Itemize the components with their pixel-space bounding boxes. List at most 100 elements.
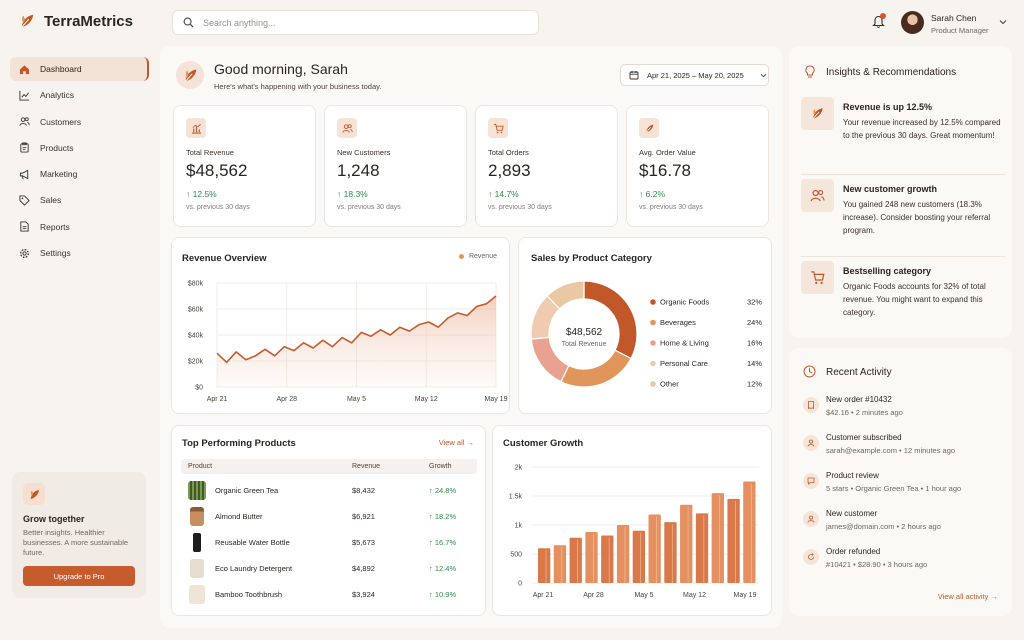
y-tick-label: $80k xyxy=(188,281,204,288)
sidebar-item-label: Products xyxy=(40,142,74,153)
date-range-text: Apr 21, 2025 – May 20, 2025 xyxy=(647,70,744,80)
table-row[interactable]: Eco Laundry Detergent $4,892 ↑ 12.4% xyxy=(181,556,477,582)
legend-value: 16% xyxy=(747,339,762,348)
product-revenue: $5,673 xyxy=(352,538,375,547)
search-icon xyxy=(183,17,194,28)
product-thumbnail xyxy=(188,481,206,500)
kpi-period: vs. previous 30 days xyxy=(186,204,250,211)
leaf-icon xyxy=(18,12,36,30)
kpi-change: ↑ 12.5% xyxy=(186,189,217,199)
x-tick-label: May 5 xyxy=(347,396,366,403)
donut-slice xyxy=(546,280,585,310)
sidebar-item-analytics[interactable]: Analytics xyxy=(10,83,149,107)
product-revenue: $6,921 xyxy=(352,512,375,521)
insight-text: Organic Foods accounts for 32% of total … xyxy=(843,282,986,317)
insight-item[interactable]: New customer growth You gained 248 new c… xyxy=(801,179,1005,257)
y-tick-label: $60k xyxy=(188,307,204,314)
column-header: Product xyxy=(188,463,213,470)
y-tick-label: 2k xyxy=(515,465,523,472)
clock-icon xyxy=(803,365,816,378)
sidebar-item-products[interactable]: Products xyxy=(10,136,149,160)
product-growth: ↑ 18.2% xyxy=(429,512,457,521)
date-range-picker[interactable]: Apr 21, 2025 – May 20, 2025 xyxy=(620,64,769,86)
insight-item[interactable]: Revenue is up 12.5% Your revenue increas… xyxy=(801,97,1005,175)
table-row[interactable]: Organic Green Tea $8,432 ↑ 24.8% xyxy=(181,478,477,504)
insight-item[interactable]: Bestselling category Organic Foods accou… xyxy=(801,261,1005,331)
leaf-icon xyxy=(639,118,659,138)
table-header: Product Revenue Growth xyxy=(181,459,477,474)
bar xyxy=(680,504,693,583)
legend-dot xyxy=(458,254,464,259)
notifications-button[interactable] xyxy=(872,13,886,28)
product-name: Eco Laundry Detergent xyxy=(215,564,293,573)
user-info[interactable]: Sarah Chen Product Manager xyxy=(931,13,989,35)
view-all-link[interactable]: View all → xyxy=(438,438,474,447)
bar xyxy=(601,535,614,583)
table-row[interactable]: Almond Butter $6,921 ↑ 18.2% xyxy=(181,504,477,530)
kpi-card-avg-order[interactable]: Avg. Order Value $16.78 ↑ 6.2% vs. previ… xyxy=(626,105,769,227)
product-name: Organic Green Tea xyxy=(215,486,279,495)
refund-icon xyxy=(803,549,819,565)
x-tick-label: May 5 xyxy=(634,592,653,599)
chevron-down-icon[interactable] xyxy=(999,19,1007,25)
donut-slice xyxy=(560,349,632,388)
sidebar-item-customers[interactable]: Customers xyxy=(10,110,149,134)
table-row[interactable]: Bamboo Toothbrush $3,924 ↑ 10.9% xyxy=(181,582,477,608)
kpi-period: vs. previous 30 days xyxy=(337,204,401,211)
sidebar-item-sales[interactable]: Sales xyxy=(10,188,149,212)
search-bar[interactable] xyxy=(172,10,539,35)
gear-icon xyxy=(19,248,30,259)
sidebar-item-reports[interactable]: Reports xyxy=(10,215,149,239)
sales-category-card: Sales by Product Category Organic Foods 3… xyxy=(518,237,772,414)
bulb-icon xyxy=(804,65,816,79)
analytics-icon xyxy=(19,90,30,101)
bar xyxy=(648,514,661,583)
legend-label: Other xyxy=(660,380,679,389)
user-icon xyxy=(803,435,819,451)
legend-dot xyxy=(650,381,656,387)
bar xyxy=(727,498,740,583)
legend-dot xyxy=(650,299,656,305)
kpi-card-customers[interactable]: New Customers 1,248 ↑ 18.3% vs. previous… xyxy=(324,105,467,227)
table-row[interactable]: Reusable Water Bottle $5,673 ↑ 16.7% xyxy=(181,530,477,556)
product-thumbnail xyxy=(190,507,204,526)
card-title: Revenue Overview xyxy=(182,253,267,264)
revenue-area xyxy=(217,296,496,387)
sidebar-item-settings[interactable]: Settings xyxy=(10,241,149,265)
leaf-icon xyxy=(801,97,834,130)
legend-label: Beverages xyxy=(660,318,696,327)
top-products-card: Top Performing Products View all → Produ… xyxy=(171,425,486,616)
legend-dot xyxy=(650,319,656,326)
customer-growth-card: Customer Growth 0 500 1k 1.5k 2k Apr 21 Apr 28… xyxy=(492,425,772,616)
cart-icon xyxy=(488,118,508,138)
arrow-up-icon: ↑ xyxy=(337,189,344,199)
panel-title: Insights & Recommendations xyxy=(826,67,957,78)
bar xyxy=(695,513,709,583)
legend-value: 32% xyxy=(747,298,762,307)
product-name: Almond Butter xyxy=(215,512,263,521)
legend-value: 14% xyxy=(747,359,762,368)
sidebar-item-dashboard[interactable]: Dashboard xyxy=(10,57,149,81)
upgrade-button[interactable]: Upgrade to Pro xyxy=(23,566,135,586)
product-name: Reusable Water Bottle xyxy=(215,538,290,547)
bar xyxy=(664,522,677,583)
legend-dot xyxy=(650,340,656,346)
y-tick-label: $20k xyxy=(188,359,204,366)
avatar[interactable] xyxy=(901,11,924,34)
app-logo[interactable]: TerraMetrics xyxy=(18,12,133,30)
column-header: Revenue xyxy=(352,463,381,470)
sidebar-item-marketing[interactable]: Marketing xyxy=(10,162,149,186)
view-all-activity-link[interactable]: View all activity → xyxy=(937,592,998,601)
revenue-chart: $0 $20k $40k $60k $80k Apr 21 Apr 28 May 5 May 1… xyxy=(188,281,508,404)
chevron-down-icon xyxy=(760,73,767,78)
insight-title: Bestselling category xyxy=(843,266,932,276)
kpi-card-orders[interactable]: Total Orders 2,893 ↑ 14.7% vs. previous … xyxy=(475,105,618,227)
kpi-card-revenue[interactable]: Total Revenue $48,562 ↑ 12.5% vs. previo… xyxy=(173,105,316,227)
legend-value: 24% xyxy=(747,318,762,327)
kpi-value: 2,893 xyxy=(488,161,531,180)
bar xyxy=(585,531,598,583)
bar xyxy=(538,548,551,583)
column-header: Growth xyxy=(429,463,452,470)
search-input[interactable] xyxy=(203,17,503,28)
kpi-change: ↑ 6.2% xyxy=(639,189,665,199)
